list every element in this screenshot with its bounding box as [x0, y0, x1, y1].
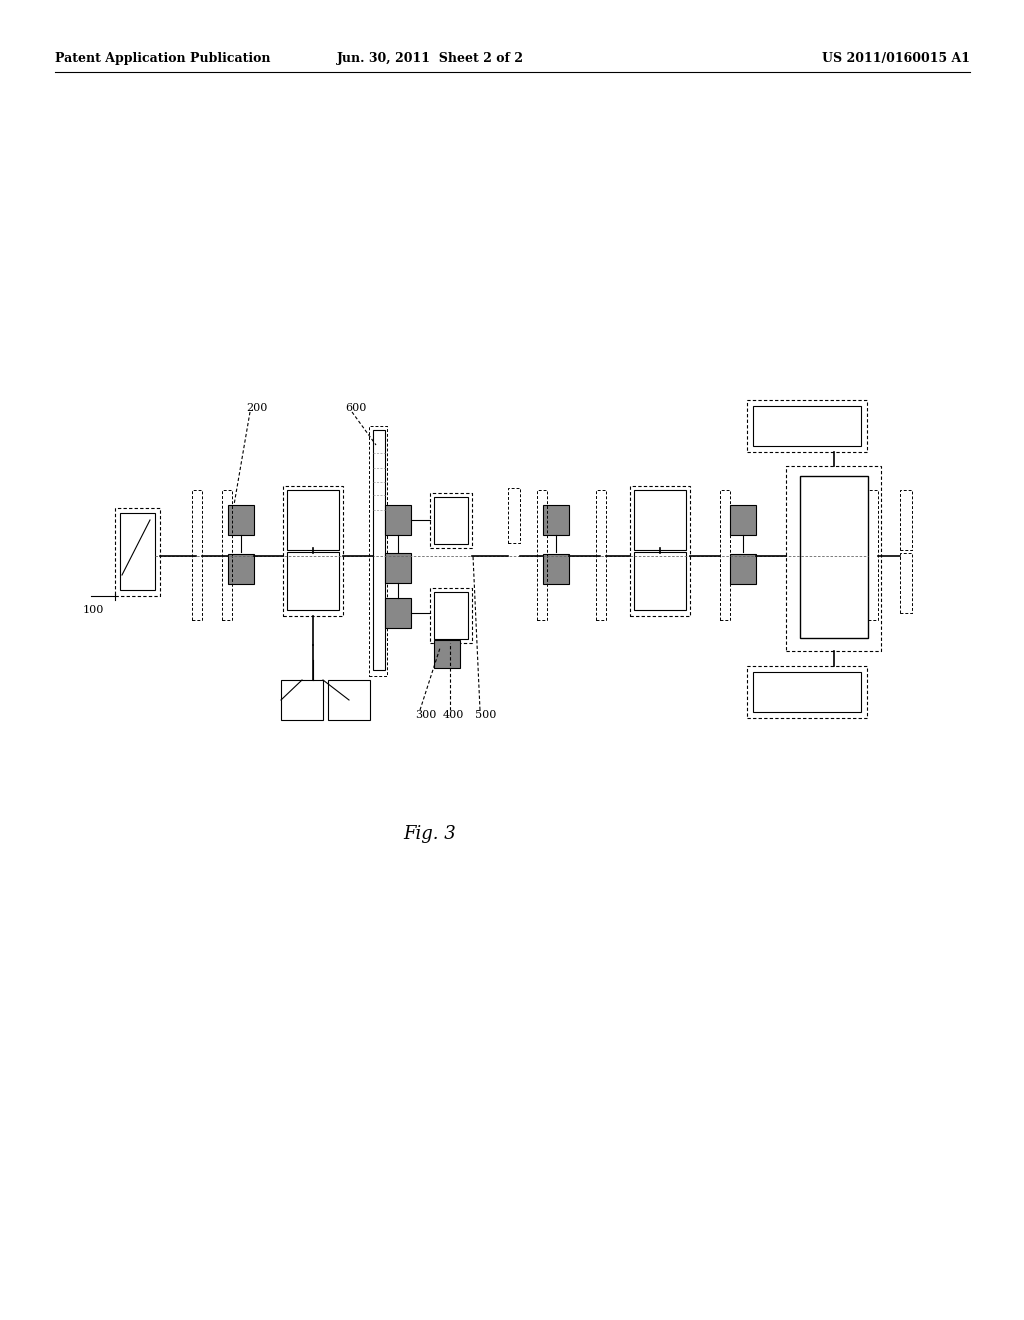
- Bar: [730, 506, 756, 535]
- Text: 600: 600: [345, 403, 367, 413]
- Bar: [385, 506, 411, 535]
- Bar: [630, 486, 690, 616]
- Bar: [115, 508, 160, 597]
- Bar: [228, 506, 254, 535]
- Bar: [120, 513, 155, 590]
- Bar: [720, 490, 730, 620]
- Bar: [900, 490, 912, 550]
- Bar: [434, 640, 460, 668]
- Bar: [385, 553, 411, 583]
- Bar: [753, 672, 861, 711]
- Bar: [900, 553, 912, 612]
- Bar: [385, 598, 411, 628]
- Bar: [746, 667, 867, 718]
- Bar: [634, 490, 686, 550]
- Bar: [193, 490, 202, 620]
- Bar: [543, 554, 569, 583]
- Bar: [430, 587, 472, 643]
- Bar: [786, 466, 881, 651]
- Bar: [543, 506, 569, 535]
- Text: 500: 500: [475, 710, 497, 719]
- Bar: [508, 488, 520, 543]
- Bar: [228, 554, 254, 583]
- Text: 400: 400: [443, 710, 464, 719]
- Bar: [596, 490, 606, 620]
- Bar: [369, 426, 387, 676]
- Text: 200: 200: [246, 403, 267, 413]
- Bar: [434, 498, 468, 544]
- Text: US 2011/0160015 A1: US 2011/0160015 A1: [822, 51, 970, 65]
- Bar: [283, 486, 343, 616]
- Text: 300: 300: [415, 710, 436, 719]
- Bar: [634, 552, 686, 610]
- Text: Fig. 3: Fig. 3: [403, 825, 457, 843]
- Bar: [281, 680, 323, 719]
- Bar: [222, 490, 232, 620]
- Bar: [430, 492, 472, 548]
- Bar: [328, 680, 370, 719]
- Bar: [373, 430, 385, 671]
- Bar: [434, 591, 468, 639]
- Bar: [287, 552, 339, 610]
- Bar: [746, 400, 867, 451]
- Bar: [753, 407, 861, 446]
- Bar: [868, 490, 878, 620]
- Text: Jun. 30, 2011  Sheet 2 of 2: Jun. 30, 2011 Sheet 2 of 2: [337, 51, 523, 65]
- Text: 100: 100: [83, 605, 104, 615]
- Bar: [537, 490, 547, 620]
- Text: Patent Application Publication: Patent Application Publication: [55, 51, 270, 65]
- Bar: [730, 554, 756, 583]
- Bar: [800, 477, 868, 638]
- Bar: [287, 490, 339, 550]
